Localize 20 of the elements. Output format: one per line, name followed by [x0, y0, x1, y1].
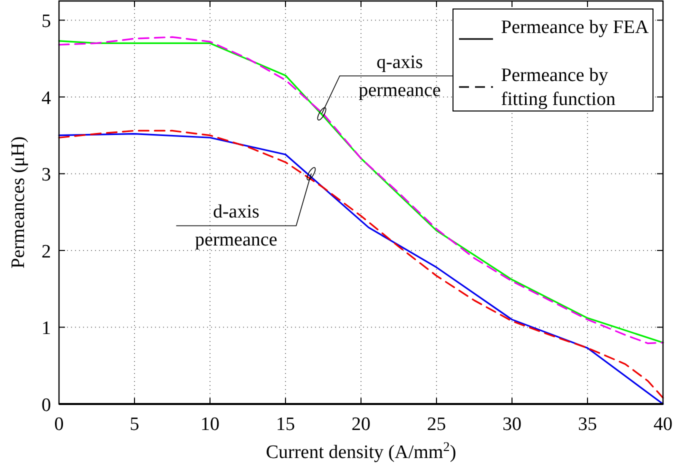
- y-tick-label: 5: [42, 11, 51, 32]
- x-tick-label: 15: [276, 414, 295, 435]
- y-tick-label: 1: [42, 318, 51, 340]
- x-tick-label: 35: [578, 414, 597, 435]
- y-axis-title: Permeances (μH): [8, 136, 29, 269]
- annotation: Permeance by fitting function: [501, 65, 616, 110]
- annotation: d-axis permeance: [195, 202, 278, 251]
- y-tick-label: 4: [42, 88, 52, 109]
- y-tick-label: 3: [42, 164, 51, 186]
- x-tick-label: 25: [427, 414, 446, 435]
- x-tick-label: 5: [130, 414, 140, 435]
- x-tick-label: 40: [654, 414, 672, 435]
- x-tick-label: 10: [200, 414, 220, 435]
- x-tick-label: 30: [502, 414, 522, 435]
- y-tick-label: 0: [42, 395, 51, 416]
- annotation: q-axis permeance: [358, 52, 441, 101]
- x-axis-title: Current density (A/mm$^{2}$): [266, 438, 456, 463]
- annotation: Permeance by FEA: [501, 17, 650, 38]
- y-tick-label: 2: [42, 241, 51, 262]
- x-tick-label: 20: [352, 414, 370, 435]
